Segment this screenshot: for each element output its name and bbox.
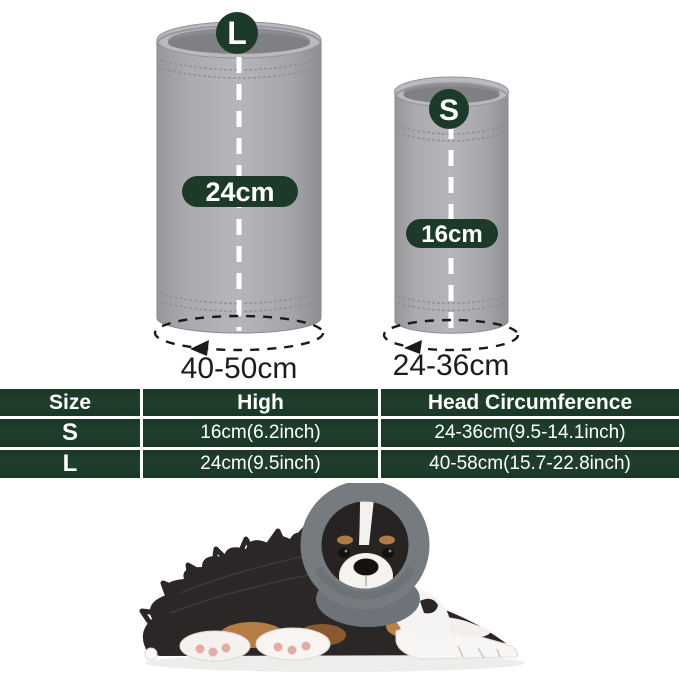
large-size-cylinder: L 24cm 40-50cm <box>153 12 325 385</box>
paw-pad <box>221 643 231 653</box>
dog-eye <box>382 548 394 558</box>
dog-head <box>300 483 430 627</box>
paw-pad <box>195 644 205 654</box>
stitch-line <box>397 295 506 305</box>
arrow-head-icon <box>190 340 209 356</box>
stitch-line <box>159 59 319 71</box>
stitch-line <box>397 132 506 142</box>
large-circumference-dashed-ellipse <box>153 314 325 352</box>
size-diagram-svg: L 24cm 40-50cm S 16cm 24-36cm <box>153 12 520 385</box>
toe-lines <box>457 645 501 659</box>
large-size-badge-label: L <box>227 15 247 51</box>
paw-pad <box>208 647 218 657</box>
paw-pad <box>301 641 311 651</box>
large-circumference-label: 40-50cm <box>181 352 298 385</box>
small-circumference-dashed-ellipse <box>382 318 520 352</box>
eye-glint <box>388 549 392 553</box>
table-row-l-high: 24cm(9.5inch) <box>143 450 378 478</box>
paw-pad <box>273 642 283 652</box>
small-height-pill <box>406 219 498 248</box>
snood-ring-shade <box>314 565 416 600</box>
large-size-badge <box>216 12 258 54</box>
tan-eyebrow <box>379 535 395 545</box>
stitch-line <box>397 125 506 135</box>
tan-eyebrow <box>337 535 353 545</box>
table-row-l-head-circumference: 40-58cm(15.7-22.8inch) <box>381 450 679 478</box>
table-row-s-high: 16cm(6.2inch) <box>143 419 378 447</box>
chest-black-spot <box>420 598 438 614</box>
table-header-high: High <box>143 389 378 416</box>
table-header-head-circumference: Head Circumference <box>381 389 679 416</box>
paw-pad <box>287 645 297 655</box>
dog-eye <box>338 548 350 558</box>
front-left-paw <box>179 630 251 662</box>
face-white-blaze <box>359 499 374 545</box>
arrow-head-icon <box>404 340 422 354</box>
large-height-pill-label: 24cm <box>205 177 274 207</box>
table-row-l-size: L <box>0 450 140 478</box>
small-circumference-label: 24-36cm <box>393 349 510 382</box>
cylinder-front-lip <box>394 82 509 97</box>
small-size-badge-label: S <box>439 94 459 127</box>
stitch-line <box>397 302 506 312</box>
stitch-line <box>159 301 319 313</box>
front-left-paw-2 <box>255 627 331 661</box>
stitch-line <box>158 67 320 79</box>
small-size-cylinder: S 16cm 24-36cm <box>382 76 520 382</box>
stitch-line <box>159 293 319 305</box>
small-size-badge <box>429 89 469 129</box>
dog-legs <box>179 614 518 662</box>
table-header-size: Size <box>0 389 140 416</box>
dog-nose <box>353 558 379 576</box>
tail-white-tip <box>144 647 158 661</box>
table-row-s-size: S <box>0 419 140 447</box>
small-height-pill-label: 16cm <box>421 221 482 248</box>
table-row-s-head-circumference: 24-36cm(9.5-14.1inch) <box>381 419 679 447</box>
eye-glint <box>344 549 348 553</box>
dog-photo-illustration <box>139 483 525 672</box>
large-height-pill <box>182 176 298 207</box>
size-table: Size High Head Circumference S 16cm(6.2i… <box>0 388 679 480</box>
